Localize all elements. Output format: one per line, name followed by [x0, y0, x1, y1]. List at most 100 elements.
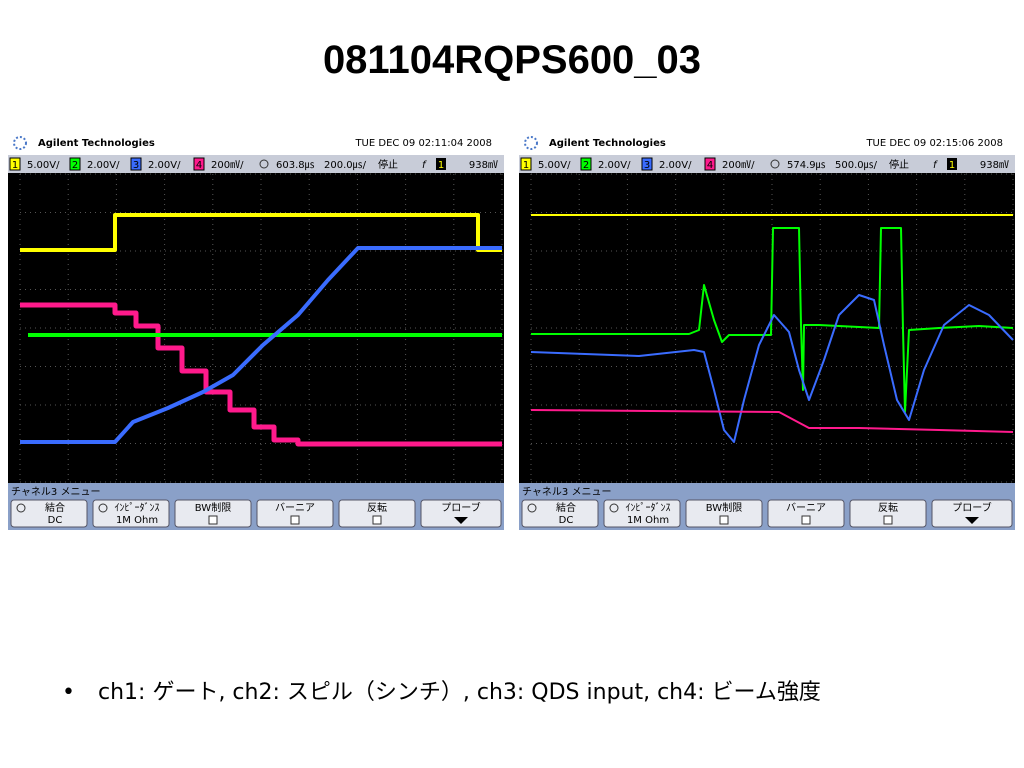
trigger-slope: f — [422, 160, 427, 171]
trigger-source: 1 — [438, 160, 444, 171]
run-state: 停止 — [889, 158, 909, 171]
button-checkbox — [372, 515, 382, 525]
menu-button[interactable]: BW制限 — [174, 499, 252, 528]
header — [8, 130, 504, 155]
trace — [531, 227, 1014, 413]
channel-number: 2 — [583, 160, 589, 171]
button-label: 結合 — [45, 501, 65, 514]
trigger-slope: f — [933, 160, 938, 171]
menu-title: チャネル3 メニュー — [522, 486, 611, 498]
button-label: ｲﾝﾋﾟｰﾀﾞﾝｽ — [626, 502, 671, 514]
scope-screen: Agilent Technologies TUE DEC 09 02:11:04 … — [8, 130, 504, 530]
trigger-delay: 574.9㎲ — [787, 160, 826, 171]
button-value: DC — [48, 515, 63, 526]
button-face — [10, 499, 88, 528]
button-face — [849, 499, 927, 528]
notes: ch1: ゲート, ch2: スピル（シンチ）, ch3: QDS input,… — [62, 674, 821, 706]
button-arrow — [965, 517, 979, 524]
button-label: ｲﾝﾋﾟｰﾀﾞﾝｽ — [115, 502, 160, 514]
button-label: バーニア — [275, 502, 315, 514]
trigger-source-box — [436, 158, 446, 170]
channel-box — [520, 157, 532, 171]
menu-button[interactable]: プローブ — [420, 499, 502, 528]
menu-button[interactable]: プローブ — [931, 499, 1013, 528]
channel-box — [9, 157, 21, 171]
trace — [20, 302, 502, 447]
menu-button[interactable]: 反転 — [338, 499, 416, 528]
trace — [530, 294, 1014, 443]
menu-button[interactable]: バーニア — [767, 499, 845, 528]
run-state: 停止 — [378, 158, 398, 171]
trace — [530, 409, 1014, 433]
button-value: 1M Ohm — [116, 515, 158, 526]
button-checkbox — [801, 515, 811, 525]
button-checkbox — [883, 515, 893, 525]
button-arrow — [454, 517, 468, 524]
channel-scale: 2.00V/ — [598, 160, 631, 171]
menu-title: チャネル3 メニュー — [11, 486, 100, 498]
channel-box — [69, 157, 81, 171]
button-icon — [16, 503, 26, 513]
trigger-icon — [770, 159, 780, 169]
menu-button[interactable]: 反転 — [849, 499, 927, 528]
channel-scale: 2.00V/ — [659, 160, 692, 171]
button-face — [174, 499, 252, 528]
button-label: プローブ — [952, 501, 991, 514]
button-face — [521, 499, 599, 528]
channel-number: 1 — [523, 160, 529, 171]
trigger-source-box — [947, 158, 957, 170]
channel-scale: 5.00V/ — [538, 160, 571, 171]
timestamp: TUE DEC 09 02:11:04 2008 — [354, 138, 492, 149]
scope-screen: Agilent Technologies TUE DEC 09 02:15:06 … — [519, 130, 1015, 530]
channel-number: 4 — [707, 160, 713, 171]
menu-button[interactable]: バーニア — [256, 499, 334, 528]
channel-scale: 200㎷/ — [211, 160, 244, 171]
trigger-source: 1 — [949, 160, 955, 171]
channel-scale: 5.00V/ — [27, 160, 60, 171]
channel-box — [580, 157, 592, 171]
button-face — [338, 499, 416, 528]
button-label: プローブ — [441, 501, 480, 514]
trigger-level: 938㎷ — [469, 160, 498, 171]
timestamp: TUE DEC 09 02:15:06 2008 — [865, 138, 1003, 149]
button-checkbox — [208, 515, 218, 525]
menu-button[interactable]: BW制限 — [685, 499, 763, 528]
timebase: 500.0㎲/ — [835, 160, 878, 171]
channel-number: 3 — [133, 160, 139, 171]
trigger-icon — [259, 159, 269, 169]
button-label: 反転 — [367, 502, 387, 514]
trace — [20, 246, 502, 444]
channel-box — [193, 157, 205, 171]
status-bar — [519, 155, 1015, 173]
channel-number: 3 — [644, 160, 650, 171]
channel-box — [704, 157, 716, 171]
channel-number: 1 — [12, 160, 18, 171]
logo — [524, 136, 538, 150]
brand: Agilent Technologies — [38, 138, 155, 149]
slide-title: 081104RQPS600_03 — [322, 38, 702, 82]
button-label: BW制限 — [195, 501, 231, 514]
channel-box — [641, 157, 653, 171]
button-value: 1M Ohm — [627, 515, 669, 526]
trigger-delay: 603.8㎲ — [276, 160, 315, 171]
button-label: バーニア — [786, 502, 826, 514]
button-face — [767, 499, 845, 528]
brand: Agilent Technologies — [549, 138, 666, 149]
button-label: BW制限 — [706, 501, 742, 514]
button-checkbox — [719, 515, 729, 525]
button-value: DC — [559, 515, 574, 526]
button-checkbox — [290, 515, 300, 525]
channel-scale: 200㎷/ — [722, 160, 755, 171]
button-face — [92, 499, 170, 528]
status-bar — [8, 155, 504, 173]
button-face — [603, 499, 681, 528]
timebase: 200.0㎲/ — [324, 160, 367, 171]
button-icon — [98, 503, 108, 513]
note: ch1: ゲート, ch2: スピル（シンチ）, ch3: QDS input,… — [62, 674, 821, 706]
button-face — [420, 499, 502, 528]
